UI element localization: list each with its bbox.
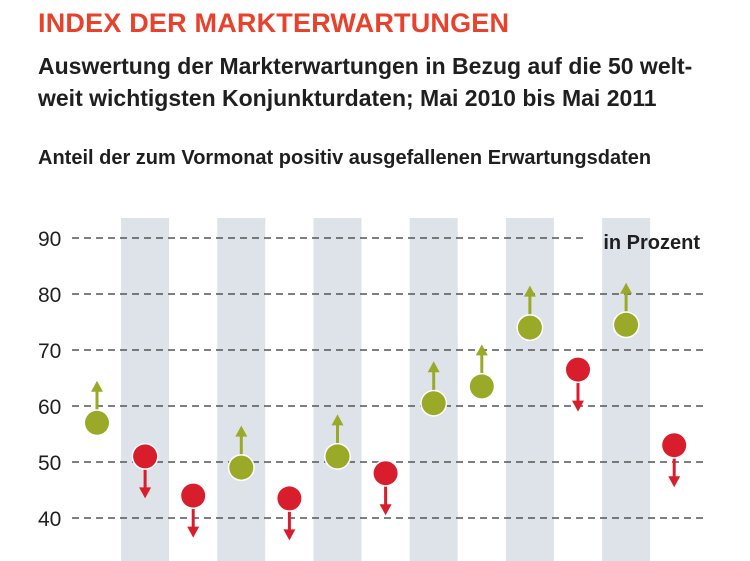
unit-label: in Prozent	[603, 232, 700, 254]
column-band	[313, 218, 362, 561]
data-point	[612, 282, 640, 339]
y-tick-label: 90	[38, 228, 61, 251]
data-point	[179, 482, 207, 538]
up-arrow-icon	[620, 282, 633, 294]
data-point	[83, 380, 111, 437]
data-point	[564, 356, 592, 412]
down-arrow-icon	[572, 400, 584, 412]
data-point	[660, 431, 688, 488]
data-point	[275, 484, 303, 541]
chart-caption: Anteil der zum Vormonat positiv ausgefal…	[38, 147, 652, 169]
up-arrow-icon	[427, 361, 440, 373]
y-tick-label: 50	[38, 452, 61, 475]
up-arrow-icon	[331, 414, 344, 426]
down-arrow-icon	[668, 476, 681, 488]
up-point-marker	[517, 315, 542, 340]
y-tick-label: 60	[38, 396, 61, 419]
data-point	[516, 285, 544, 342]
y-tick-label: 70	[38, 340, 61, 363]
column-bands	[121, 218, 651, 561]
down-arrow-icon	[187, 526, 200, 538]
down-point-marker	[662, 433, 687, 458]
up-arrow-icon	[91, 380, 103, 392]
column-band	[121, 218, 170, 561]
column-band	[602, 218, 651, 561]
data-point	[131, 442, 159, 499]
subtitle-line-1: Auswertung der Markterwartungen in Bezug…	[38, 53, 693, 79]
y-axis-ticks: 90 80 70 60 50 40	[38, 228, 61, 531]
down-point-marker	[181, 483, 206, 508]
chart-title: INDEX DER MARKTERWARTUNGEN	[38, 8, 510, 38]
down-arrow-icon	[283, 529, 296, 541]
column-band	[505, 218, 554, 561]
up-point-marker	[614, 312, 639, 337]
column-band	[217, 218, 266, 561]
down-point-marker	[373, 461, 398, 486]
data-points	[83, 282, 688, 541]
down-point-marker	[277, 486, 302, 511]
down-arrow-icon	[379, 504, 392, 516]
data-point	[324, 414, 351, 470]
y-tick-label: 80	[38, 284, 61, 307]
up-arrow-icon	[235, 425, 248, 437]
subtitle-line-2: weit wichtigsten Konjunkturdaten; Mai 20…	[38, 85, 657, 111]
up-point-marker	[469, 374, 494, 399]
up-point-marker	[325, 444, 350, 469]
up-point-marker	[421, 391, 446, 416]
data-point	[420, 361, 448, 417]
down-point-marker	[133, 444, 158, 469]
y-tick-label: 40	[38, 508, 61, 531]
data-point	[372, 459, 400, 516]
up-point-marker	[229, 455, 254, 480]
chart-subtitle: Auswertung der Markterwartungen in Bezug…	[38, 50, 738, 114]
down-point-marker	[566, 357, 590, 382]
down-arrow-icon	[139, 487, 152, 499]
up-point-marker	[85, 410, 109, 435]
up-arrow-icon	[475, 344, 488, 356]
data-point	[227, 425, 255, 482]
data-point	[468, 344, 496, 400]
up-arrow-icon	[523, 285, 536, 297]
